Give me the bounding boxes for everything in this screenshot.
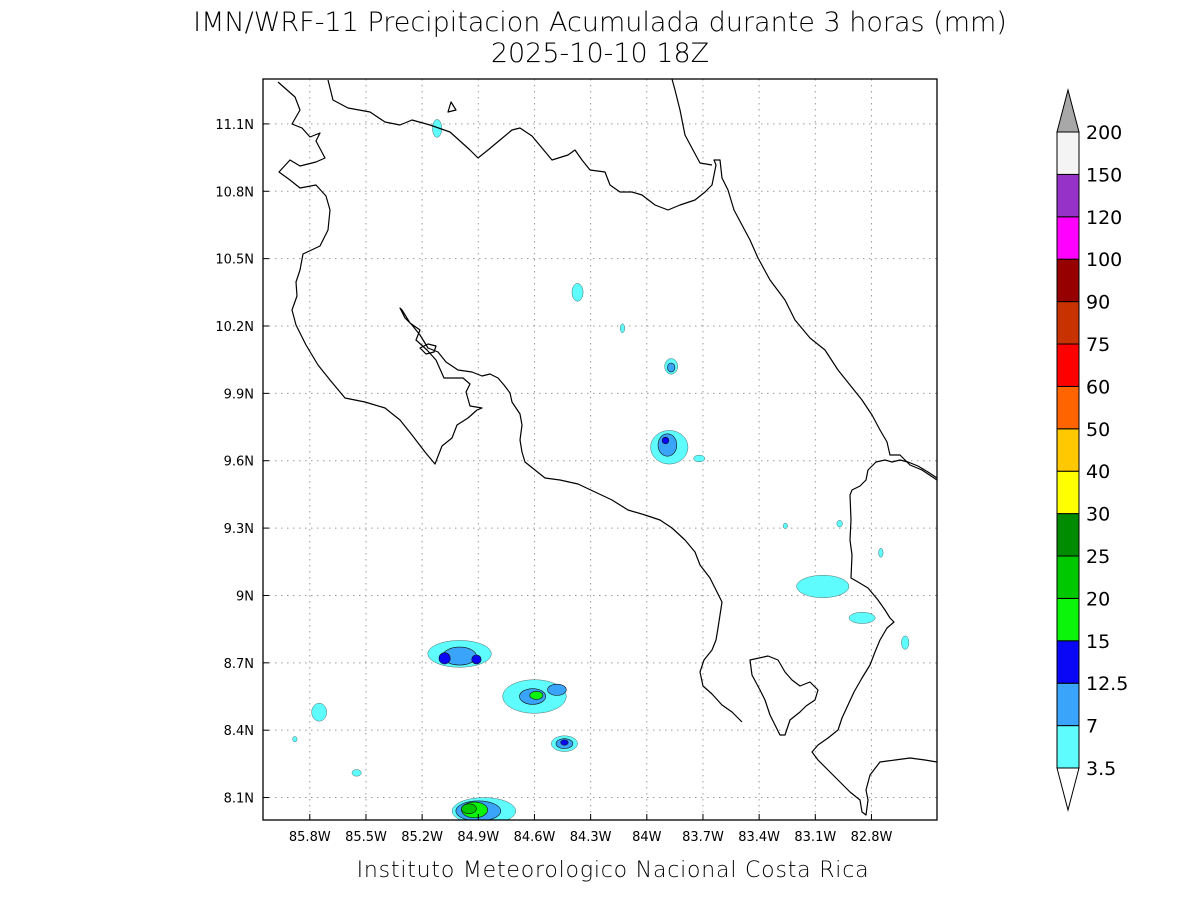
lat-tick-label: 8.7N (224, 657, 254, 672)
legend-level-label: 150 (1086, 164, 1122, 186)
caribbean-north-shore (671, 79, 713, 166)
legend-swatch (1056, 173, 1080, 218)
precip-cell (657, 433, 678, 457)
nicaragua-shore (327, 79, 937, 481)
legend-swatch (1056, 131, 1080, 175)
legend-swatch (1056, 470, 1080, 515)
precip-cell (471, 654, 482, 665)
legend-level-label: 40 (1086, 461, 1110, 483)
legend-level-label: 120 (1086, 207, 1122, 229)
lat-tick-label: 10.5N (215, 253, 254, 268)
lon-tick-label: 85.2W (401, 830, 443, 845)
lat-tick-label: 10.8N (215, 185, 254, 200)
precip-cell (311, 703, 327, 722)
lon-tick-label: 85.8W (289, 830, 331, 845)
lat-tick-label: 10.2N (215, 320, 254, 335)
lon-tick-label: 84.6W (514, 830, 556, 845)
precip-cell (693, 454, 705, 462)
precip-cell (351, 769, 362, 777)
precip-cell (661, 436, 670, 445)
lat-tick-label: 8.4N (224, 724, 254, 739)
lat-tick-label: 9.3N (224, 522, 254, 537)
longitude-axis: 85.8W 85.5W 85.2W 84.9W 84.6W 84.3W 84W 83.7W 83… (289, 814, 893, 845)
map-subtitle-date: 2025-10-10 18Z (491, 38, 709, 69)
map-title: IMN/WRF-11 Precipitacion Acumulada duran… (193, 7, 1007, 38)
legend-swatch (1056, 216, 1080, 260)
lon-tick-label: 83.1W (794, 830, 836, 845)
precip-cell (529, 691, 544, 700)
legend-bottom-arrow (1056, 767, 1080, 812)
legend-swatch (1056, 343, 1080, 387)
lon-tick-label: 83.7W (682, 830, 724, 845)
latitude-axis: 11.1N 10.8N 10.5N 10.2N 9.9N 9.6N 9.3N 9N 8.7N 8.… (215, 118, 269, 807)
legend-swatch (1056, 513, 1080, 557)
precip-cell (571, 283, 584, 302)
legend-level-label: 7 (1086, 716, 1098, 738)
lat-tick-label: 9N (236, 589, 254, 604)
legend-level-label: 100 (1086, 249, 1122, 271)
precip-cell (292, 736, 298, 743)
legend-swatch (1056, 555, 1080, 599)
precip-cell (878, 548, 884, 558)
precip-cell (782, 523, 788, 529)
map-grid (263, 79, 937, 820)
legend-level-label: 25 (1086, 546, 1110, 568)
lon-tick-label: 84W (632, 830, 662, 845)
legend-level-label: 12.5 (1086, 673, 1128, 695)
precip-cell (901, 635, 910, 650)
lat-tick-label: 11.1N (215, 118, 254, 133)
lat-tick-label: 9.9N (224, 387, 254, 402)
legend-swatch (1056, 258, 1080, 303)
lon-tick-label: 85.5W (345, 830, 387, 845)
legend-level-label: 60 (1086, 376, 1110, 398)
precip-cell (432, 119, 442, 138)
precip-cell (836, 520, 843, 528)
legend-swatch (1056, 725, 1080, 769)
legend-level-label: 20 (1086, 588, 1110, 610)
precip-cell (560, 739, 569, 746)
legend-top-arrow (1056, 88, 1080, 133)
lake-nicaragua-island (447, 101, 457, 113)
precipitation-legend: 3.5 7 12.5 15 20 25 30 40 50 60 75 90 100 120 150 200 (1056, 88, 1128, 812)
precipitation-layer (292, 119, 910, 820)
osa-peninsula (749, 655, 819, 736)
lon-tick-label: 82.8W (851, 830, 893, 845)
legend-swatch (1056, 428, 1080, 472)
lat-tick-label: 9.6N (224, 455, 254, 470)
legend-swatch (1056, 597, 1080, 642)
coastline-layer (277, 79, 937, 816)
coastline-north (277, 81, 743, 723)
legend-swatch (1056, 682, 1080, 727)
lat-tick-label: 8.1N (224, 792, 254, 807)
precip-cell (667, 362, 676, 373)
map-plot-area (263, 79, 937, 820)
precip-cell (438, 652, 451, 665)
legend-swatch (1056, 385, 1080, 430)
lon-tick-label: 84.9W (457, 830, 499, 845)
precip-cell (848, 612, 876, 624)
legend-level-label: 75 (1086, 334, 1110, 356)
legend-level-label: 30 (1086, 504, 1110, 526)
panama-border (811, 459, 937, 816)
legend-level-label: 200 (1086, 122, 1122, 144)
precip-cell (461, 803, 477, 815)
legend-swatch (1056, 301, 1080, 345)
institution-footer: Instituto Meteorologico Nacional Costa R… (357, 858, 870, 883)
lon-tick-label: 83.4W (738, 830, 780, 845)
lon-tick-label: 84.3W (570, 830, 612, 845)
legend-level-label: 50 (1086, 419, 1110, 441)
legend-swatch (1056, 640, 1080, 684)
map-frame (262, 78, 938, 821)
legend-level-label: 3.5 (1086, 758, 1116, 780)
precip-cell (547, 683, 567, 696)
lake-outline (419, 343, 437, 355)
precip-cell (796, 575, 850, 598)
precip-cell (620, 323, 625, 333)
legend-level-label: 90 (1086, 292, 1110, 314)
legend-level-label: 15 (1086, 631, 1110, 653)
